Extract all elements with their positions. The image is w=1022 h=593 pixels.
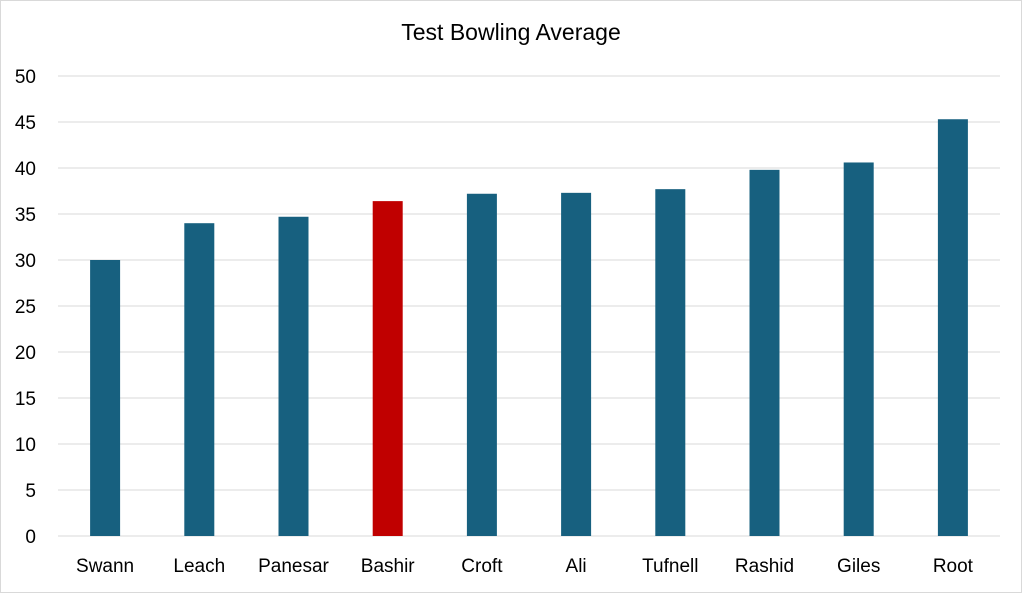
- bar-croft: [466, 193, 497, 536]
- bar-rashid: [749, 169, 780, 536]
- x-axis-labels: Swann Leach Panesar Bashir Croft Ali Tufnell Ra…: [76, 556, 974, 577]
- y-tick-label: 45: [15, 113, 36, 134]
- y-tick-label: 10: [15, 435, 36, 456]
- bar-giles: [843, 162, 874, 537]
- bar-root: [937, 119, 968, 537]
- x-category-label: Croft: [461, 556, 503, 577]
- y-tick-label: 35: [15, 205, 36, 226]
- y-tick-label: 5: [25, 481, 36, 502]
- bar-ali: [561, 192, 592, 536]
- y-tick-label: 20: [15, 343, 36, 364]
- y-tick-label: 25: [15, 297, 36, 318]
- y-tick-label: 30: [15, 251, 36, 272]
- bar-leach: [184, 223, 215, 536]
- gridlines: [58, 75, 1000, 537]
- x-category-label: Giles: [837, 556, 880, 577]
- chart-title: Test Bowling Average: [401, 19, 621, 45]
- y-tick-label: 0: [25, 527, 36, 548]
- x-category-label: Root: [933, 556, 974, 577]
- x-category-label: Leach: [173, 556, 225, 577]
- x-category-label: Ali: [566, 556, 587, 577]
- x-category-label: Rashid: [735, 556, 794, 577]
- y-tick-label: 15: [15, 389, 36, 410]
- y-tick-label: 40: [15, 159, 36, 180]
- x-category-label: Swann: [76, 556, 134, 577]
- bar-swann: [90, 260, 121, 536]
- y-axis-ticks: 0 5 10 15 20 25 30 35 40 45 50: [15, 67, 36, 548]
- bars: [90, 119, 968, 537]
- bar-tufnell: [655, 189, 686, 536]
- bar-bashir: [372, 201, 403, 536]
- x-category-label: Panesar: [258, 556, 329, 577]
- x-category-label: Tufnell: [642, 556, 698, 577]
- bar-panesar: [278, 216, 309, 536]
- x-category-label: Bashir: [361, 556, 416, 577]
- y-tick-label: 50: [15, 67, 36, 88]
